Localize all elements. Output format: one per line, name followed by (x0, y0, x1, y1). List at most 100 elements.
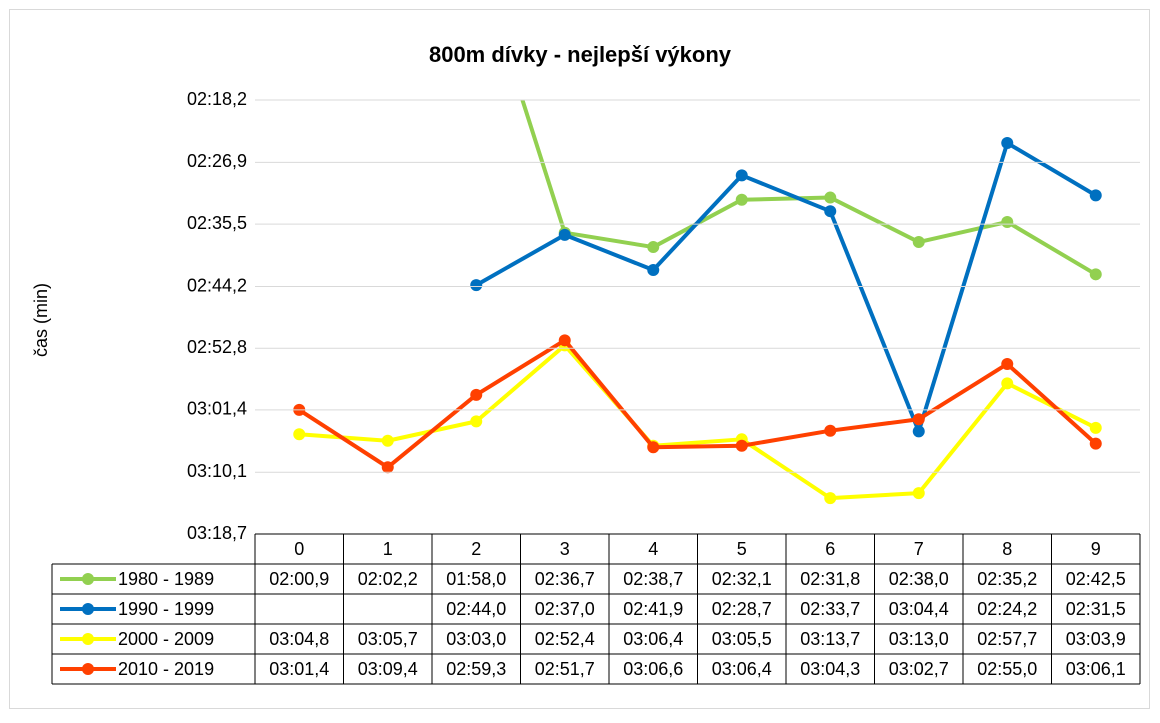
point (824, 205, 837, 218)
point (912, 413, 925, 426)
table-cell: 02:24,2 (977, 599, 1037, 619)
table-cell: 03:05,5 (712, 629, 772, 649)
legend-label: 2000 - 2009 (118, 629, 214, 649)
table-cell: 03:06,1 (1066, 659, 1126, 679)
series-line (475, 141, 1097, 434)
plot-area (293, 100, 1102, 505)
table-cell: 02:42,5 (1066, 569, 1126, 589)
table-cell: 01:58,0 (446, 569, 506, 589)
point (1089, 421, 1102, 434)
table-cell: 02:41,9 (623, 599, 683, 619)
point (824, 492, 837, 505)
x-tick-label: 4 (648, 539, 658, 559)
table-cell: 03:02,7 (889, 659, 949, 679)
table-cell: 02:52,4 (535, 629, 595, 649)
point (381, 461, 394, 474)
table-cell: 03:01,4 (269, 659, 329, 679)
series-line (298, 338, 1098, 470)
point (647, 441, 660, 454)
point (735, 193, 748, 206)
point (647, 241, 660, 254)
x-tick-label: 2 (471, 539, 481, 559)
table-cell: 03:13,0 (889, 629, 949, 649)
legend-label: 1990 - 1999 (118, 599, 214, 619)
table-cell: 02:55,0 (977, 659, 1037, 679)
x-tick-label: 9 (1091, 539, 1101, 559)
point (470, 415, 483, 428)
x-tick-label: 5 (737, 539, 747, 559)
table-cell: 02:44,0 (446, 599, 506, 619)
point (735, 169, 748, 182)
table-cell: 03:04,4 (889, 599, 949, 619)
x-tick-label: 7 (914, 539, 924, 559)
x-tick-label: 3 (560, 539, 570, 559)
table-cell: 03:09,4 (358, 659, 418, 679)
point (1089, 189, 1102, 202)
legend-marker (82, 633, 94, 645)
x-tick-label: 8 (1002, 539, 1012, 559)
point (1089, 268, 1102, 281)
table-cell: 02:02,2 (358, 569, 418, 589)
y-tick-label: 02:44,2 (187, 275, 247, 295)
table-cell: 03:03,9 (1066, 629, 1126, 649)
point (824, 424, 837, 437)
table-cell: 02:33,7 (800, 599, 860, 619)
legend-label: 1980 - 1989 (118, 569, 214, 589)
table-cell: 03:13,7 (800, 629, 860, 649)
point (1089, 437, 1102, 450)
point (1001, 215, 1014, 228)
table-cell: 03:06,6 (623, 659, 683, 679)
point (824, 191, 837, 204)
table-cell: 02:31,5 (1066, 599, 1126, 619)
x-tick-label: 6 (825, 539, 835, 559)
legend-label: 2010 - 2019 (118, 659, 214, 679)
point (558, 228, 571, 241)
y-tick-label: 02:26,9 (187, 151, 247, 171)
point (912, 487, 925, 500)
y-tick-label: 03:01,4 (187, 399, 247, 419)
y-tick-label: 03:18,7 (187, 523, 247, 543)
point (735, 439, 748, 452)
table-cell: 02:32,1 (712, 569, 772, 589)
table-cell: 03:04,8 (269, 629, 329, 649)
legend-marker (82, 573, 94, 585)
table-cell: 02:36,7 (535, 569, 595, 589)
point (1001, 377, 1014, 390)
point (647, 264, 660, 277)
point (1001, 357, 1014, 370)
point (470, 388, 483, 401)
y-tick-label: 02:35,5 (187, 213, 247, 233)
y-tick-label: 02:18,2 (187, 89, 247, 109)
table-cell: 03:05,7 (358, 629, 418, 649)
point (912, 425, 925, 438)
table-cell: 02:38,7 (623, 569, 683, 589)
point (381, 434, 394, 447)
table-cell: 03:06,4 (712, 659, 772, 679)
table-cell: 02:00,9 (269, 569, 329, 589)
y-tick-label: 03:10,1 (187, 461, 247, 481)
table-cell: 02:31,8 (800, 569, 860, 589)
point (558, 334, 571, 347)
table-cell: 02:57,7 (977, 629, 1037, 649)
point (912, 236, 925, 249)
table-cell: 03:04,3 (800, 659, 860, 679)
table-cell: 02:59,3 (446, 659, 506, 679)
legend-marker (82, 663, 94, 675)
table-cell: 03:06,4 (623, 629, 683, 649)
point (1001, 137, 1014, 150)
legend-marker (82, 603, 94, 615)
table-cell: 02:35,2 (977, 569, 1037, 589)
x-tick-label: 0 (294, 539, 304, 559)
point (293, 428, 306, 441)
table-cell: 02:37,0 (535, 599, 595, 619)
y-tick-label: 02:52,8 (187, 337, 247, 357)
table-cell: 02:51,7 (535, 659, 595, 679)
y-axis-label: čas (min) (31, 283, 51, 357)
table-cell: 02:38,0 (889, 569, 949, 589)
table-cell: 02:28,7 (712, 599, 772, 619)
x-tick-label: 1 (383, 539, 393, 559)
point (470, 279, 483, 292)
table-cell: 03:03,0 (446, 629, 506, 649)
chart-title: 800m dívky - nejlepší výkony (429, 42, 732, 67)
